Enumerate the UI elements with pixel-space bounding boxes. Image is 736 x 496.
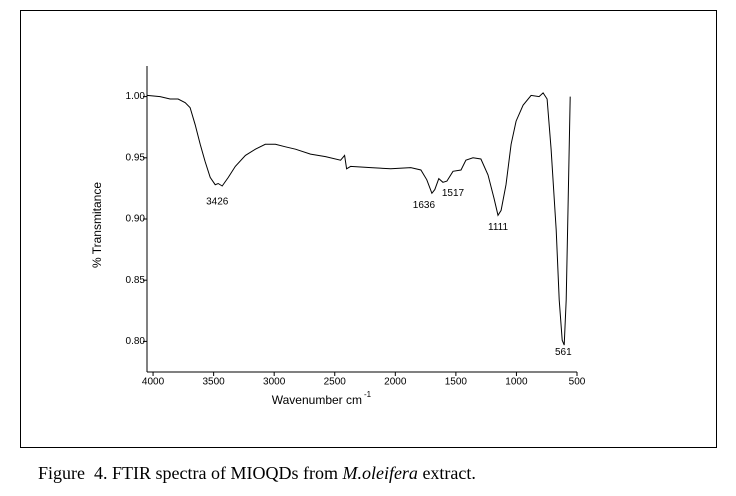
x-tick-label: 2000	[384, 377, 407, 388]
peak-label: 561	[555, 347, 572, 358]
y-tick-label: 0.95	[126, 152, 146, 163]
x-tick-label: 1500	[445, 377, 468, 388]
caption: Figure 4. FTIR spectra of MIOQDs from M.…	[38, 463, 476, 484]
caption-text: Figure 4. FTIR spectra of MIOQDs from	[38, 463, 343, 483]
chart: % Transmitance Wavenumber cm -1 0.80 0.85…	[20, 10, 717, 448]
peak-label: 1517	[442, 188, 465, 199]
frame	[20, 10, 717, 448]
caption-italic: M.oleifera	[342, 463, 418, 483]
y-tick-label: 0.90	[126, 214, 146, 225]
y-axis-label: % Transmitance	[90, 182, 104, 268]
x-axis-label-superscript: -1	[364, 390, 372, 399]
y-tick-label: 0.80	[126, 336, 146, 347]
caption-text: extract.	[417, 463, 476, 483]
peak-label: 1636	[413, 200, 436, 211]
x-tick-label: 500	[569, 377, 586, 388]
peak-label: 1111	[488, 222, 508, 233]
peak-label: 3426	[206, 197, 229, 208]
y-tick-label: 1.00	[126, 91, 146, 102]
x-tick-label: 1000	[505, 377, 528, 388]
x-tick-label: 2500	[324, 377, 347, 388]
y-tick-label: 0.85	[126, 275, 146, 286]
x-tick-label: 3000	[263, 377, 286, 388]
x-tick-label: 4000	[142, 377, 165, 388]
x-tick-label: 3500	[202, 377, 225, 388]
x-axis-label: Wavenumber cm	[272, 393, 362, 407]
spectrum-line	[146, 92, 571, 346]
